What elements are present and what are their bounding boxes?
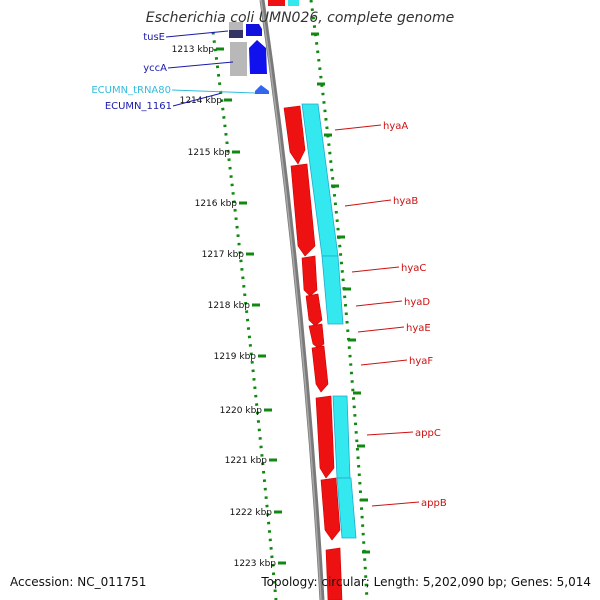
gene-leader-line xyxy=(371,501,420,507)
forward-gene-track xyxy=(283,105,343,600)
gene-leader-line xyxy=(357,326,405,333)
ruler-tick-label: 1221 kbp xyxy=(225,456,268,466)
ruler-tick-label: 1213 kbp xyxy=(172,45,215,55)
ruler-tick-label: 1215 kbp xyxy=(188,148,231,158)
left-labels: tusE yccA ECUMN_tRNA80 ECUMN_1161 xyxy=(91,30,256,112)
cds-block xyxy=(336,477,357,539)
gene-top-red xyxy=(268,0,285,6)
accession-text: Accession: NC_011751 xyxy=(10,575,147,589)
gene-label-hyaE: hyaE xyxy=(406,323,431,334)
ruler-tick-label: 1222 kbp xyxy=(230,508,273,518)
gene-label-hyaF: hyaF xyxy=(409,356,433,367)
gene-tusE xyxy=(246,24,262,36)
gene-leader-line xyxy=(167,61,234,69)
gene-leader-line xyxy=(360,359,408,366)
gene-leader-line xyxy=(334,124,382,131)
gene-label-hyaA: hyaA xyxy=(383,121,408,132)
pseudo-gene-yccA xyxy=(230,42,247,76)
forward-gene-arrow xyxy=(320,477,341,541)
forward-gene-arrow xyxy=(290,163,316,257)
genome-summary-text: Topology: circular; Length: 5,202,090 bp… xyxy=(261,575,591,589)
gene-label-tusE: tusE xyxy=(143,32,165,43)
ruler-tick-label: 1216 kbp xyxy=(195,199,238,209)
ruler-tick-label: 1214 kbp xyxy=(180,96,223,106)
gene-label-appB: appB xyxy=(421,498,447,509)
gene-label-hyaC: hyaC xyxy=(401,263,426,274)
ruler-tick-label: 1218 kbp xyxy=(208,301,251,311)
ruler-tick-label: 1217 kbp xyxy=(202,250,245,260)
ruler-tick-label: 1223 kbp xyxy=(234,559,277,569)
forward-gene-arrow xyxy=(308,323,325,349)
forward-gene-arrow xyxy=(305,293,323,327)
gene-leader-line xyxy=(344,199,392,207)
gene-label-yccA: yccA xyxy=(143,63,167,74)
gene-label-hyaB: hyaB xyxy=(393,196,418,207)
gene-label-ECUMN_tRNA80: ECUMN_tRNA80 xyxy=(91,85,171,96)
gene-leader-line xyxy=(366,431,414,436)
forward-gene-arrow xyxy=(301,255,318,297)
trna-ECUMN_tRNA80 xyxy=(255,85,269,94)
gene-label-hyaD: hyaD xyxy=(404,297,430,308)
gene-leader-line xyxy=(165,30,229,38)
cds-track xyxy=(301,103,357,539)
forward-gene-arrow xyxy=(315,395,335,479)
gene-leader-line xyxy=(171,89,256,94)
gene-leader-line xyxy=(172,92,223,107)
ruler-tick-label: 1220 kbp xyxy=(220,406,263,416)
genome-backbone xyxy=(259,0,325,600)
gene-leader-line xyxy=(355,300,403,307)
cds-block xyxy=(321,255,344,325)
gene-label-appC: appC xyxy=(415,428,441,439)
ruler-tick-label: 1219 kbp xyxy=(214,352,257,362)
right-labels: hyaA hyaB hyaC hyaD hyaE hyaF appC appB xyxy=(334,121,447,509)
genome-title: Escherichia coli UMN026, complete genome xyxy=(145,10,455,26)
gene-label-ECUMN_1161: ECUMN_1161 xyxy=(105,101,172,112)
ruler-right-track xyxy=(309,0,369,600)
gene-yccA xyxy=(249,40,267,74)
forward-gene-arrow xyxy=(311,345,329,393)
cds-block xyxy=(332,395,351,479)
gene-leader-line xyxy=(351,266,400,273)
cds-top-cyan xyxy=(288,0,299,6)
ruler-ticks: 1213 kbp 1214 kbp 1215 kbp 1216 kbp 1217 kbp… xyxy=(172,32,370,569)
forward-gene-arrow xyxy=(283,105,306,165)
forward-gene-arrow xyxy=(325,547,343,600)
gene-tusE-dark xyxy=(229,30,243,38)
